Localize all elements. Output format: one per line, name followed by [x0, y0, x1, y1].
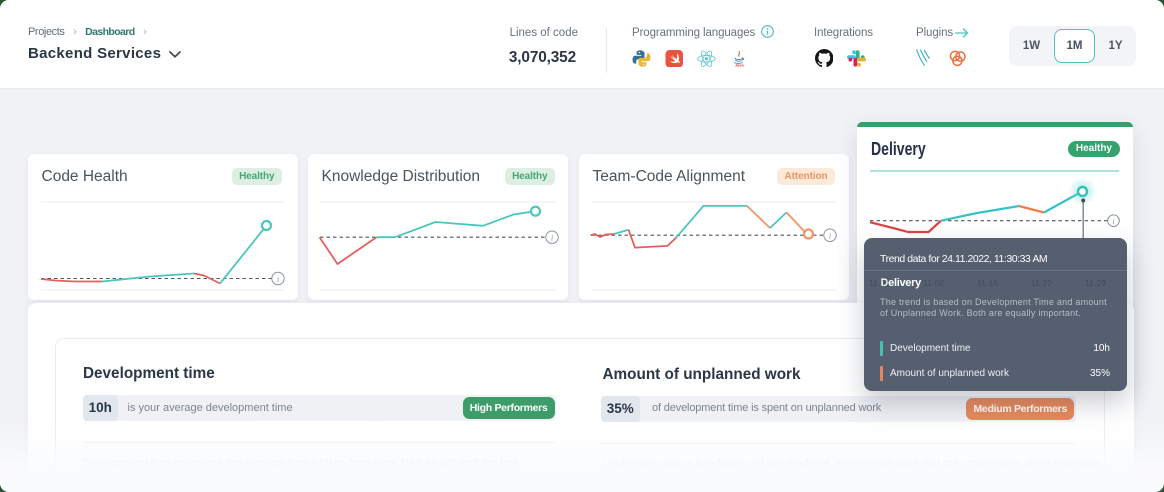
svg-text:i: i — [551, 233, 554, 243]
svg-text:i: i — [829, 231, 832, 241]
svg-text:i: i — [1112, 217, 1114, 226]
svg-text:Java: Java — [735, 62, 745, 67]
svg-text:i: i — [277, 274, 280, 284]
